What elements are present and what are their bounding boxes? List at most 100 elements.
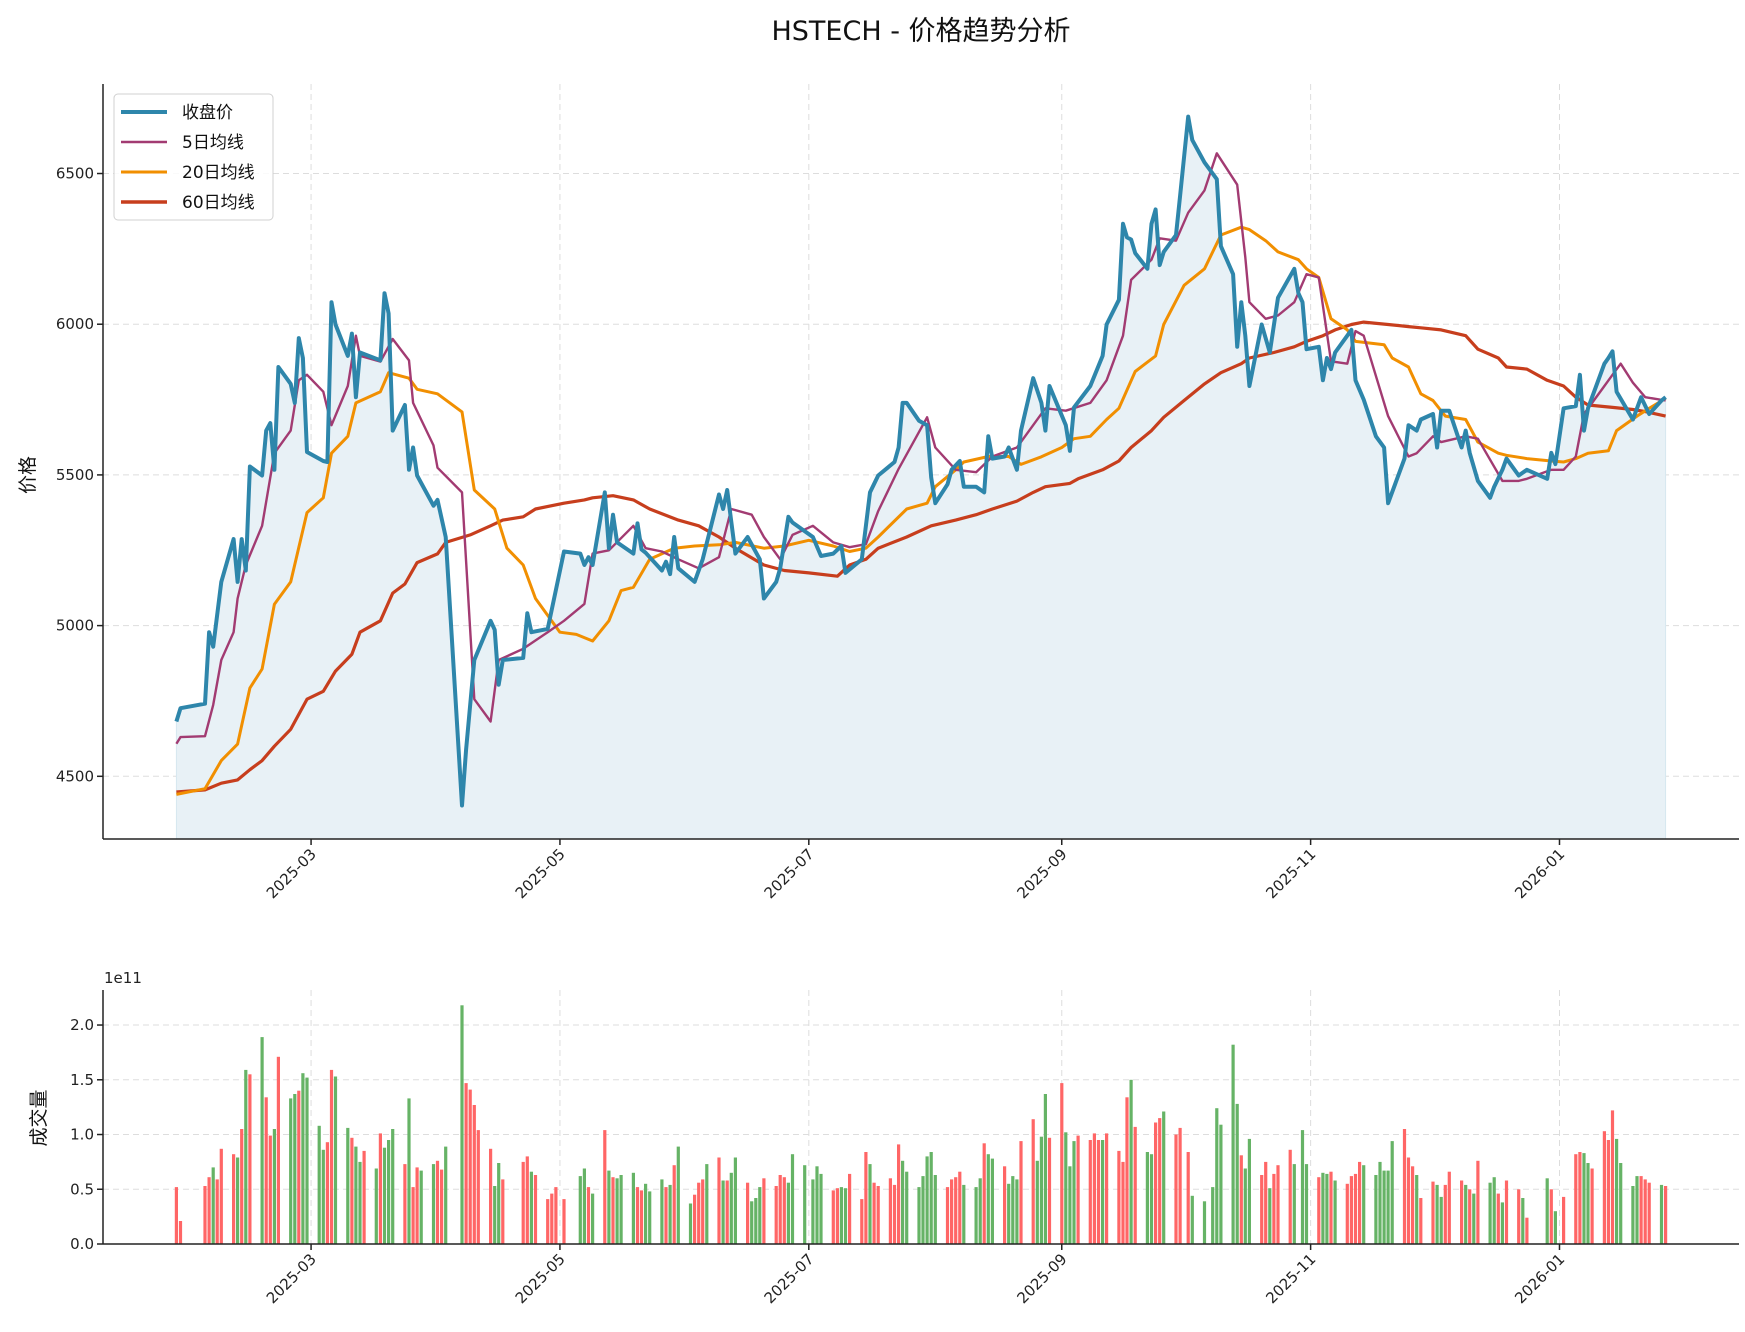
volume-bar bbox=[203, 1186, 207, 1244]
volume-bar bbox=[950, 1179, 954, 1244]
volume-bar bbox=[444, 1146, 448, 1244]
price-y-axis-label: 价格 bbox=[17, 456, 39, 494]
volume-bar bbox=[472, 1105, 476, 1244]
volume-bar bbox=[1464, 1184, 1468, 1244]
volume-bar bbox=[897, 1144, 901, 1244]
volume-bar bbox=[754, 1198, 758, 1244]
price-x-tick-label: 2026-01 bbox=[1511, 845, 1568, 902]
volume-bar bbox=[1260, 1175, 1264, 1244]
volume-bar bbox=[778, 1175, 782, 1244]
volume-bar bbox=[1060, 1083, 1064, 1244]
volume-bar bbox=[1329, 1171, 1333, 1244]
volume-bar bbox=[1602, 1131, 1606, 1244]
legend-ma60-label: 60日均线 bbox=[182, 193, 255, 213]
volume-bar bbox=[758, 1187, 762, 1244]
volume-bar bbox=[174, 1187, 178, 1244]
volume-bar bbox=[419, 1170, 423, 1244]
volume-bar bbox=[1492, 1177, 1496, 1244]
volume-bar bbox=[431, 1164, 436, 1244]
volume-bar bbox=[619, 1175, 623, 1244]
volume-bar bbox=[476, 1130, 480, 1244]
volume-bar bbox=[664, 1187, 668, 1244]
volume-bar bbox=[1101, 1140, 1105, 1244]
volume-bar bbox=[1072, 1141, 1076, 1244]
volume-bar bbox=[815, 1166, 819, 1244]
volume-bar bbox=[648, 1191, 652, 1244]
volume-bar bbox=[892, 1184, 897, 1244]
volume-bar bbox=[868, 1164, 872, 1244]
volume-bar bbox=[521, 1161, 525, 1244]
volume-bar bbox=[550, 1193, 554, 1244]
volume-bar bbox=[1517, 1189, 1521, 1244]
volume-y-axis-label: 成交量 bbox=[28, 1089, 50, 1146]
volume-bar bbox=[1635, 1176, 1639, 1244]
volume-bar bbox=[1243, 1168, 1247, 1244]
volume-x-tick-label: 2025-03 bbox=[263, 1250, 320, 1307]
volume-bar bbox=[378, 1133, 382, 1244]
volume-bar bbox=[1129, 1079, 1133, 1244]
volume-bar bbox=[1431, 1181, 1435, 1244]
volume-bar bbox=[1292, 1164, 1296, 1244]
volume-bar bbox=[354, 1146, 358, 1244]
volume-bar bbox=[260, 1037, 264, 1244]
volume-bar bbox=[962, 1184, 966, 1244]
volume-bar bbox=[272, 1129, 276, 1244]
volume-bar bbox=[974, 1187, 978, 1244]
volume-bar bbox=[1639, 1176, 1643, 1244]
volume-bar bbox=[1574, 1154, 1578, 1244]
volume-plot-area bbox=[174, 1005, 1668, 1245]
volume-bar bbox=[391, 1129, 395, 1244]
volume-bar bbox=[407, 1098, 411, 1244]
volume-bar bbox=[1590, 1168, 1594, 1244]
volume-bar bbox=[1659, 1184, 1664, 1244]
volume-bar bbox=[435, 1160, 440, 1244]
volume-y-tick-label: 0.5 bbox=[70, 1180, 94, 1198]
volume-bar bbox=[901, 1160, 905, 1244]
price-x-tick-label: 2025-07 bbox=[761, 845, 818, 902]
volume-bar bbox=[1145, 1152, 1149, 1244]
volume-bar bbox=[1092, 1133, 1096, 1244]
price-plot-area bbox=[174, 114, 1667, 840]
volume-bar bbox=[374, 1168, 378, 1244]
volume-bar bbox=[786, 1182, 790, 1244]
legend-ma5-label: 5日均线 bbox=[182, 133, 244, 153]
volume-bar bbox=[721, 1180, 725, 1244]
price-x-tick-label: 2025-03 bbox=[263, 845, 320, 902]
volume-bar bbox=[945, 1187, 950, 1244]
volume-bar bbox=[264, 1097, 268, 1244]
volume-bar bbox=[1415, 1175, 1419, 1244]
volume-bar bbox=[1003, 1166, 1007, 1244]
volume-bar bbox=[1468, 1189, 1472, 1244]
legend: 收盘价 5日均线 20日均线 60日均线 bbox=[113, 93, 274, 221]
volume-bar bbox=[725, 1180, 729, 1244]
volume-bar bbox=[811, 1179, 815, 1244]
volume-bar bbox=[493, 1186, 497, 1244]
volume-bar bbox=[578, 1176, 582, 1244]
volume-bar bbox=[958, 1171, 962, 1244]
volume-bar bbox=[1186, 1152, 1190, 1244]
volume-bar bbox=[403, 1164, 407, 1244]
volume-bar bbox=[1435, 1184, 1439, 1244]
chart-title: HSTECH - 价格趋势分析 bbox=[771, 16, 1070, 47]
volume-bar bbox=[1664, 1186, 1668, 1244]
volume-bar bbox=[1500, 1202, 1504, 1244]
volume-bar bbox=[1647, 1182, 1651, 1244]
volume-bar bbox=[232, 1154, 236, 1244]
volume-bar bbox=[1353, 1173, 1358, 1244]
volume-bar bbox=[1439, 1196, 1443, 1244]
volume-bar bbox=[546, 1199, 550, 1244]
volume-y-tick-label: 2.0 bbox=[70, 1016, 94, 1034]
volume-bar bbox=[240, 1129, 244, 1244]
volume-x-tick-label: 2026-01 bbox=[1511, 1250, 1568, 1307]
volume-bar bbox=[1615, 1138, 1619, 1244]
volume-bar bbox=[1117, 1150, 1121, 1244]
volume-bar bbox=[289, 1098, 293, 1244]
volume-bar bbox=[1419, 1198, 1423, 1244]
volume-bar bbox=[554, 1187, 558, 1244]
volume-bar bbox=[1105, 1133, 1109, 1244]
volume-bar bbox=[501, 1179, 505, 1244]
volume-bar bbox=[346, 1127, 350, 1244]
volume-bar bbox=[1231, 1044, 1235, 1244]
volume-bar bbox=[831, 1190, 835, 1244]
volume-bar bbox=[611, 1177, 615, 1244]
